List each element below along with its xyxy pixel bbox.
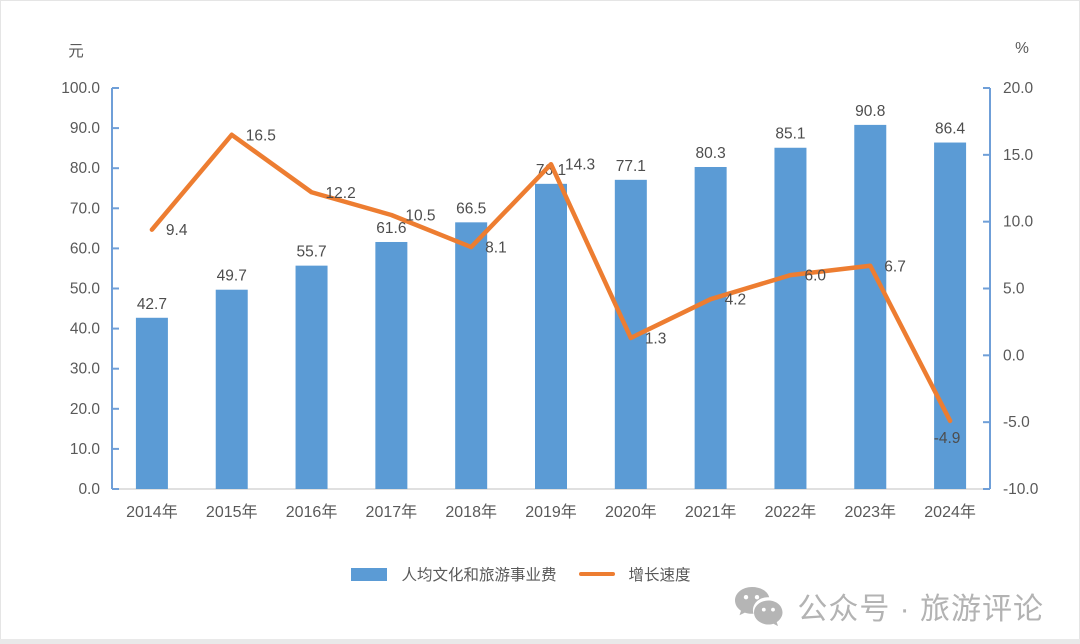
left-axis-tick-label: 90.0	[70, 120, 101, 137]
bar-2015年	[215, 289, 248, 489]
line-value-label: 1.3	[645, 330, 667, 347]
bar-2022年	[774, 147, 807, 489]
legend-line-swatch	[578, 572, 615, 576]
x-axis-category-label: 2024年	[924, 503, 976, 521]
growth-rate-line	[149, 132, 953, 424]
bar-value-label: 77.1	[616, 158, 646, 175]
bar-value-label: 90.8	[855, 103, 885, 120]
bottom-edge-strip	[0, 639, 1080, 644]
x-axis-category-label: 2022年	[765, 503, 817, 521]
brand-footer: 公众号 · 旅游评论	[733, 584, 1044, 628]
line-value-label: 10.5	[405, 207, 435, 224]
x-axis-category-label: 2015年	[206, 503, 258, 521]
right-axis-tick-label: 20.0	[1003, 80, 1034, 97]
bar-value-label: 61.6	[376, 220, 406, 237]
bar-value-label: 66.5	[456, 200, 486, 217]
chart-legend: 人均文化和旅游事业费 增长速度	[0, 563, 1061, 585]
legend-bar-swatch	[351, 567, 388, 581]
line-value-label: 16.5	[246, 127, 276, 144]
bar-value-label: 80.3	[696, 145, 726, 162]
right-axis-tick-label: -10.0	[1003, 481, 1039, 498]
x-axis-category-label: 2016年	[286, 503, 338, 521]
bar-value-label: 42.7	[137, 296, 167, 313]
combo-chart: 100.0 90.0 80.0 70.0 60.0 50.0 40.0 30.0 20.0 10.…	[61, 40, 1039, 521]
brand-text: 公众号 · 旅游评论	[797, 593, 1044, 626]
line-value-label: 4.2	[725, 292, 747, 309]
wechat-icon	[735, 587, 783, 627]
right-axis-tick-label: 10.0	[1003, 214, 1034, 231]
line-value-label: 8.1	[485, 240, 507, 257]
bar-2024年	[934, 142, 967, 489]
left-axis-tick-label: 70.0	[70, 200, 101, 217]
bar-value-label: 86.4	[935, 121, 966, 138]
x-axis-category-label: 2021年	[685, 503, 737, 521]
bar-value-label: 49.7	[217, 268, 247, 285]
left-axis-tick-label: 0.0	[78, 481, 100, 498]
left-axis-tick-label: 80.0	[70, 160, 101, 177]
line-value-label: 6.0	[804, 268, 826, 285]
x-axis-category-label: 2014年	[126, 503, 178, 521]
x-axis-category-label: 2017年	[366, 503, 418, 521]
left-axis-tick-label: 10.0	[70, 441, 101, 458]
bar-2021年	[694, 166, 727, 489]
bar-value-label: 85.1	[775, 126, 805, 143]
right-axis-tick-label: 15.0	[1003, 147, 1034, 164]
right-axis-unit: %	[1015, 40, 1029, 57]
line-value-label: 14.3	[565, 157, 595, 174]
bar-2016年	[295, 265, 328, 489]
left-axis-tick-label: 40.0	[70, 321, 101, 338]
bar-2019年	[535, 183, 567, 490]
left-axis-tick-label: 100.0	[61, 80, 100, 97]
bar-value-label: 55.7	[296, 244, 326, 261]
right-axis-tick-label: 5.0	[1003, 281, 1025, 298]
line-value-label: 6.7	[884, 258, 906, 275]
line-value-label: -4.9	[934, 430, 961, 447]
x-axis-category-label: 2018年	[445, 503, 497, 521]
right-axis-tick-label: -5.0	[1003, 414, 1030, 431]
legend-line-label: 增长速度	[628, 567, 691, 584]
left-axis-tick-label: 60.0	[70, 240, 101, 257]
chart-svg: 100.0 90.0 80.0 70.0 60.0 50.0 40.0 30.0 20.0 10.…	[61, 40, 1039, 521]
left-axis-unit: 元	[68, 43, 84, 60]
left-axis-tick-label: 50.0	[70, 281, 101, 298]
left-axis-tick-label: 30.0	[70, 361, 101, 378]
bar-2018年	[455, 222, 488, 489]
x-axis-category-label: 2019年	[525, 503, 577, 521]
x-axis-category-label: 2020年	[605, 503, 657, 521]
line-value-label: 12.2	[326, 185, 356, 202]
left-axis-tick-label: 20.0	[70, 401, 101, 418]
bar-2023年	[854, 124, 887, 489]
legend-bar-label: 人均文化和旅游事业费	[401, 567, 557, 584]
bar-2017年	[375, 241, 408, 489]
right-axis-tick-label: 0.0	[1003, 347, 1025, 364]
line-value-label: 9.4	[166, 222, 188, 239]
x-axis-category-label: 2023年	[844, 503, 896, 521]
bar-2014年	[135, 317, 168, 489]
